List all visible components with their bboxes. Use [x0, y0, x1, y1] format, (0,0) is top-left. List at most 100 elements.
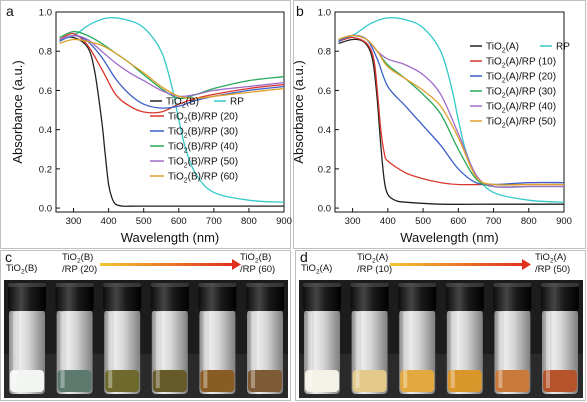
- axes-box: [55, 11, 285, 213]
- series-line-4: [59, 30, 285, 100]
- label-start-part: (B): [25, 263, 38, 274]
- legend-label: TiO2(A): [486, 42, 519, 55]
- legend-label-part: TiO: [168, 172, 184, 183]
- legend-label-subscript: 2: [502, 62, 506, 69]
- y-tick-label: 0.8: [39, 47, 52, 58]
- vial-cap-rim: [493, 283, 532, 287]
- legend-label-part: TiO: [166, 97, 182, 108]
- photo-table-surface: [4, 354, 288, 398]
- legend-label-part: (B)/RP (60): [188, 172, 238, 183]
- y-tick-label: 1.0: [39, 8, 52, 19]
- legend-label: TiO2(A)/RP (50): [486, 117, 556, 130]
- x-tick-label: 900: [556, 216, 572, 227]
- legend-label-part: (A)/RP (30): [506, 87, 556, 98]
- label-start: TiO2(B): [6, 263, 37, 276]
- legend-label-part: (A)/RP (10): [506, 57, 556, 68]
- vial-highlight: [450, 312, 455, 388]
- panel-b-frame: [293, 0, 586, 249]
- vial: [8, 283, 46, 394]
- legend-label: TiO2(B)/RP (30): [168, 127, 238, 140]
- vial-cap: [493, 283, 532, 311]
- legend-label-subscript: 2: [502, 107, 506, 114]
- vial: [55, 283, 94, 394]
- x-tick-label: 600: [450, 216, 466, 227]
- vial-highlight: [403, 312, 408, 388]
- vial-powder: [152, 370, 187, 392]
- legend-label: RP: [556, 42, 570, 53]
- x-tick-label: 800: [521, 216, 537, 227]
- x-tick-label: 600: [171, 216, 187, 227]
- photo-panel-frame: [0, 250, 291, 401]
- vial-cap-rim: [350, 283, 389, 287]
- x-axis-label: Wavelength (nm): [121, 230, 220, 245]
- legend-label-subscript: 2: [502, 92, 506, 99]
- series-line-0: [338, 38, 564, 205]
- legend-label-part: TiO: [486, 42, 502, 53]
- vial: [398, 283, 437, 394]
- vial: [103, 283, 142, 394]
- x-tick-label: 400: [380, 216, 396, 227]
- series-line-6: [338, 34, 564, 186]
- vial-cap-rim: [150, 283, 189, 287]
- label-start-subscript: 2: [316, 269, 320, 276]
- vial-cap-rim: [246, 283, 284, 287]
- panel-letter: b: [296, 3, 304, 19]
- legend-label-subscript: 2: [184, 147, 188, 154]
- y-tick-label: 0.6: [318, 86, 331, 97]
- vial-cap: [150, 283, 189, 311]
- label-end-line1-part: (A): [554, 252, 567, 263]
- vial-highlight: [155, 312, 160, 388]
- vial-cap: [350, 283, 389, 311]
- legend-label: TiO2(B)/RP (50): [168, 157, 238, 170]
- panel-a-frame: [0, 0, 291, 249]
- legend-label-part: TiO: [168, 127, 184, 138]
- legend-label-part: (B)/RP (50): [188, 157, 238, 168]
- label-mid-line1-part: (B): [81, 252, 94, 263]
- vial-powder: [352, 370, 387, 392]
- vial-cap-rim: [198, 283, 237, 287]
- legend-label-part: (B)/RP (20): [188, 112, 238, 123]
- legend-label-part: (B): [186, 97, 199, 108]
- label-start-part: TiO: [6, 263, 21, 274]
- vial: [541, 283, 579, 394]
- vial-powder: [495, 370, 530, 392]
- vial: [350, 283, 389, 394]
- gradient-arrow-shaft: [390, 263, 522, 266]
- label-mid-line1-part: TiO: [62, 252, 77, 263]
- vial-highlight: [546, 312, 550, 388]
- photo-panel-frame: [295, 250, 586, 401]
- legend-label: TiO2(A)/RP (30): [486, 87, 556, 100]
- vial-cap: [8, 283, 46, 311]
- vial-cap-rim: [398, 283, 437, 287]
- x-tick-label: 900: [276, 216, 292, 227]
- label-mid-line1: TiO2(B): [62, 252, 93, 265]
- vial-highlight: [203, 312, 208, 388]
- legend-label-part: (A)/RP (40): [506, 102, 556, 113]
- label-start-part: TiO: [301, 263, 316, 274]
- vial-powder: [400, 370, 435, 392]
- legend-label-part: TiO: [486, 87, 502, 98]
- x-tick-label: 300: [345, 216, 361, 227]
- legend-label-part: (B)/RP (40): [188, 142, 238, 153]
- y-tick-label: 1.0: [318, 8, 331, 19]
- y-tick-label: 0.2: [318, 164, 331, 175]
- vial-powder: [447, 370, 482, 392]
- vial-cap: [398, 283, 437, 311]
- legend-label: TiO2(B): [166, 97, 199, 110]
- legend-label-part: (A): [506, 42, 519, 53]
- legend-label-part: TiO: [486, 102, 502, 113]
- legend-label-subscript: 2: [182, 102, 186, 109]
- legend-label-part: TiO: [486, 117, 502, 128]
- label-end-line1-part: (B): [259, 252, 272, 263]
- vial-highlight: [251, 312, 255, 388]
- photo-table-surface: [299, 354, 583, 398]
- axes-box: [334, 11, 565, 213]
- vial-cap-rim: [103, 283, 142, 287]
- vial-powder: [57, 370, 92, 392]
- label-end-line1-part: TiO: [240, 252, 255, 263]
- legend-label-subscript: 2: [502, 47, 506, 54]
- label-mid-line2: /RP (10): [357, 264, 392, 275]
